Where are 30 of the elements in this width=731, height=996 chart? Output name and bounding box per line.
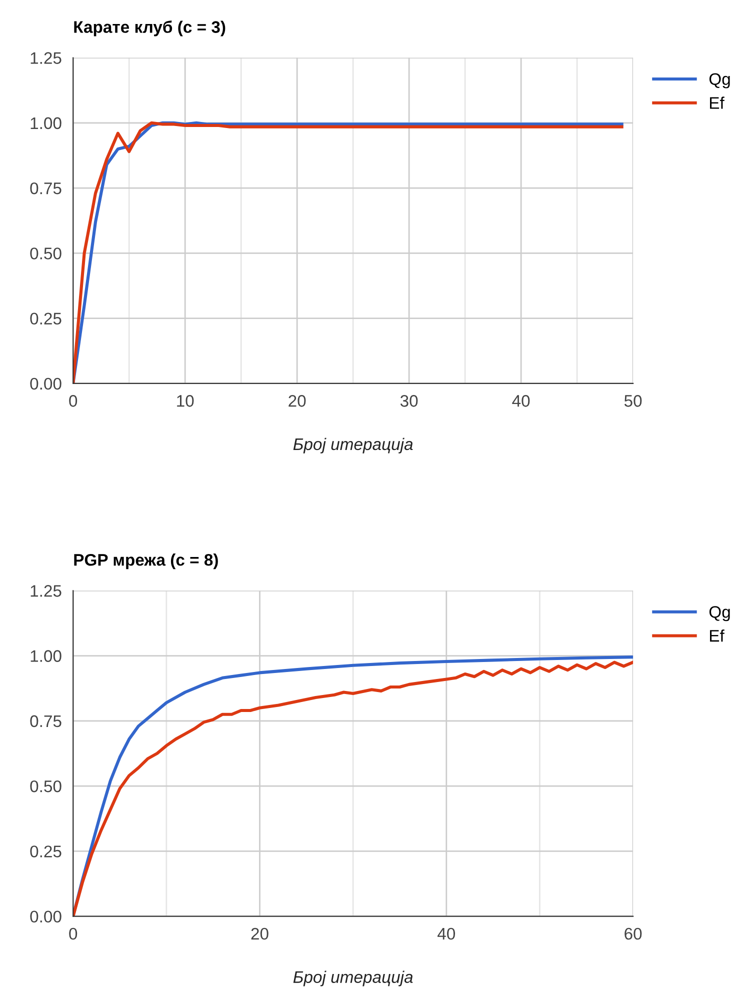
x-tick-label: 30 — [400, 395, 418, 407]
x-tick-label: 0 — [69, 395, 78, 407]
legend-label: Ef — [710, 96, 724, 109]
y-tick-label: 0.75 — [30, 715, 62, 728]
legend-label: Qg — [709, 73, 730, 88]
legend-label: Ef — [710, 630, 724, 642]
x-tick-label: 60 — [624, 928, 642, 940]
chart-title: Карате клуб (c = 3) — [74, 20, 226, 36]
x-axis-title: Број итерација — [293, 970, 413, 986]
y-tick-label: 1.00 — [30, 117, 62, 130]
y-tick-label: 1.25 — [30, 585, 62, 597]
y-tick-label: 0.50 — [30, 780, 62, 792]
legend-label: Qg — [709, 606, 730, 622]
x-tick-label: 20 — [288, 395, 306, 407]
y-tick-label: 0.25 — [30, 312, 62, 325]
y-tick-label: 0.00 — [30, 378, 62, 390]
y-tick-label: 0.50 — [30, 248, 62, 260]
y-tick-label: 0.75 — [30, 182, 62, 194]
y-tick-label: 0.00 — [30, 910, 62, 923]
x-tick-label: 50 — [624, 395, 642, 407]
x-axis-title: Број итерација — [293, 438, 413, 454]
y-tick-label: 1.00 — [30, 650, 62, 662]
x-tick-label: 0 — [69, 928, 78, 940]
x-tick-label: 40 — [512, 395, 530, 407]
chart-title: PGP мрежа (c = 8) — [74, 554, 218, 570]
x-tick-label: 20 — [251, 928, 268, 940]
x-tick-label: 10 — [177, 395, 194, 407]
y-tick-label: 0.25 — [30, 846, 62, 858]
x-tick-label: 40 — [438, 928, 456, 940]
y-tick-label: 1.25 — [30, 52, 62, 64]
